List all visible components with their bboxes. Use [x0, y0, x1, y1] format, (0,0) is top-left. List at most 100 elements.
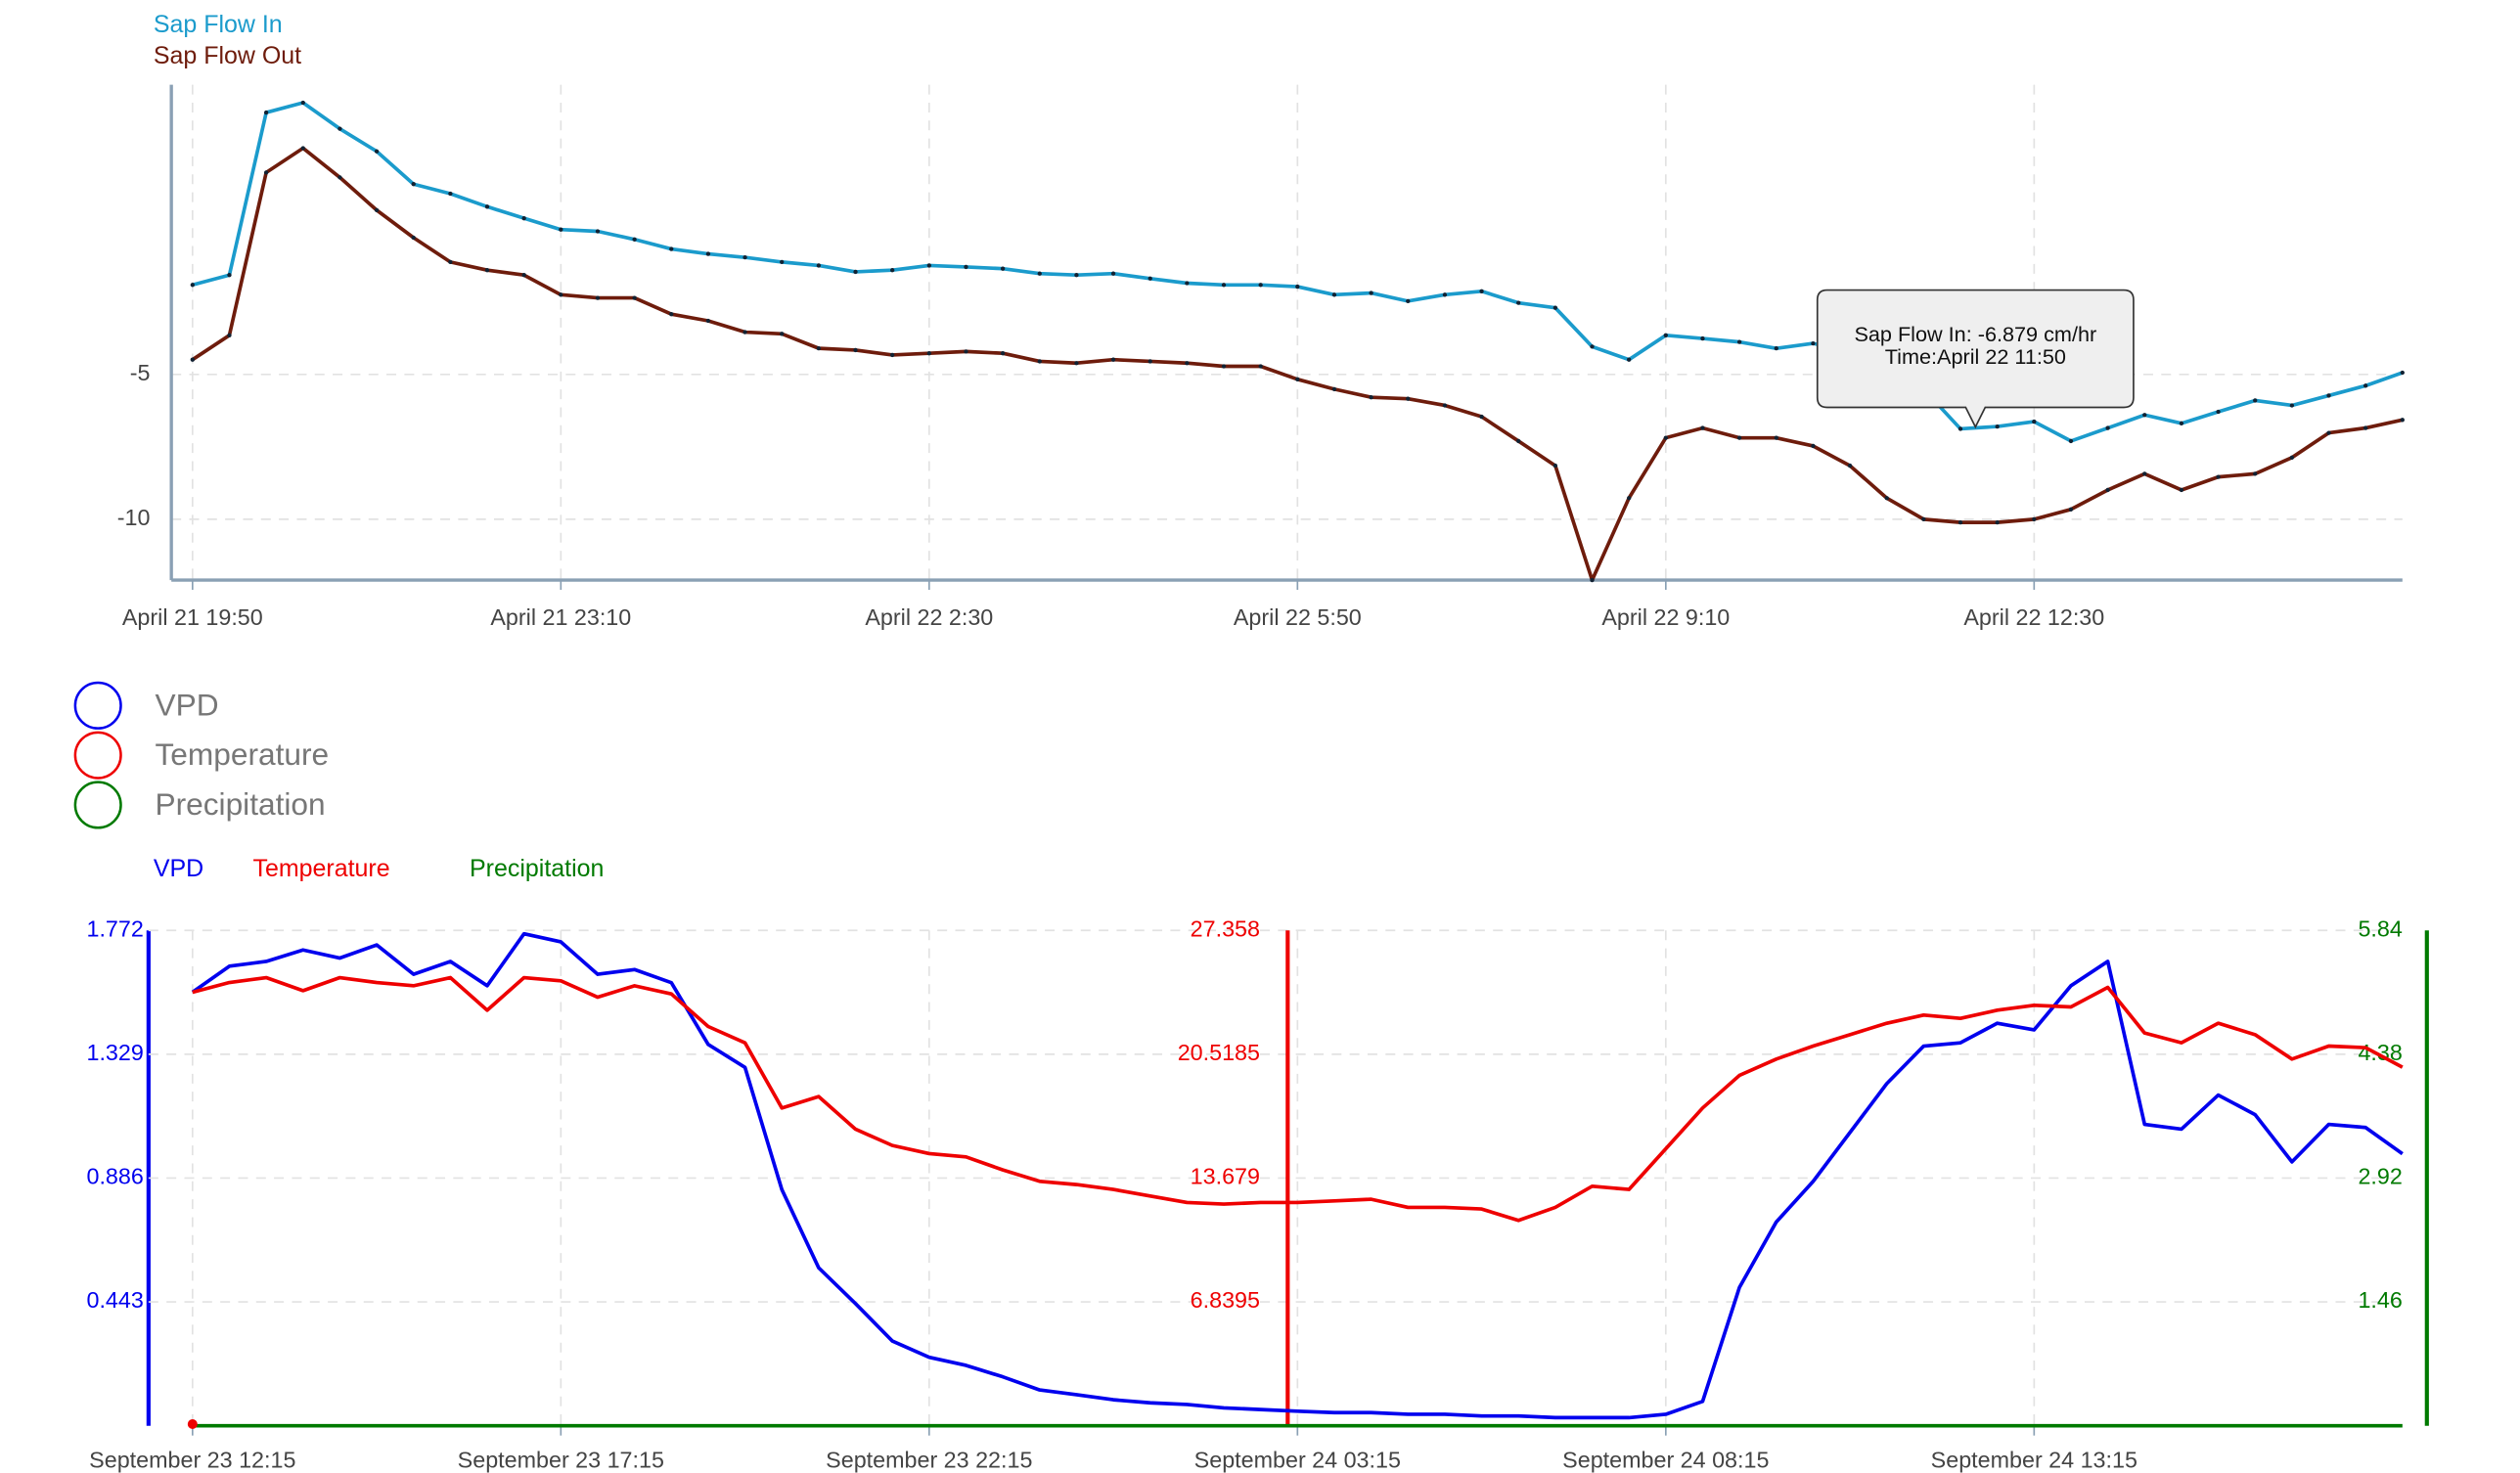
x-tick-label: April 22 5:50	[1234, 604, 1362, 630]
data-point	[559, 227, 563, 232]
data-point	[1110, 357, 1116, 362]
data-point	[890, 268, 895, 273]
data-point	[1884, 496, 1889, 501]
data-point	[1000, 266, 1006, 271]
data-point	[263, 170, 269, 175]
data-point	[1774, 345, 1778, 351]
y-tick-label: 1.772	[86, 915, 143, 941]
data-point	[1552, 305, 1558, 310]
data-point	[300, 146, 305, 151]
data-point	[2032, 419, 2037, 424]
legend-item[interactable]: Precipitation	[73, 781, 326, 829]
y-tick-label: 13.679	[1191, 1164, 1260, 1189]
data-point	[227, 273, 232, 278]
data-point	[1811, 340, 1816, 346]
data-point	[1479, 414, 1484, 420]
data-point	[338, 175, 342, 180]
data-point	[1516, 300, 1521, 305]
y-tick-label: -5	[130, 360, 151, 385]
data-point	[1037, 271, 1042, 276]
data-point	[1331, 386, 1337, 392]
legend-label: Temperature	[156, 736, 330, 772]
data-point	[632, 237, 637, 242]
data-point	[705, 251, 711, 256]
data-point	[1406, 298, 1411, 304]
y-tick-label: 5.84	[2358, 915, 2402, 941]
axis-title: Temperature	[252, 855, 389, 882]
data-point	[1736, 435, 1742, 440]
data-point	[1995, 424, 2000, 429]
y-tick-label: 20.5185	[1178, 1040, 1260, 1065]
x-tick-label: April 22 12:30	[1963, 604, 2104, 630]
data-point	[1590, 577, 1595, 583]
legend-label: VPD	[156, 687, 219, 722]
data-point	[853, 269, 858, 275]
data-point	[227, 333, 232, 337]
data-point	[2216, 474, 2221, 479]
data-point	[1406, 396, 1411, 401]
data-point	[964, 349, 968, 354]
data-point	[1958, 519, 1963, 525]
data-point	[1369, 290, 1373, 295]
data-point	[1552, 463, 1558, 469]
data-point	[2105, 425, 2110, 430]
data-point	[2216, 409, 2221, 415]
y-tick-label: 4.38	[2358, 1040, 2402, 1065]
data-point	[2253, 398, 2258, 403]
data-point	[448, 191, 453, 197]
data-point	[780, 259, 785, 265]
data-point	[1516, 438, 1521, 444]
series-title: Sap Flow In	[154, 11, 283, 38]
data-point	[2253, 471, 2258, 476]
data-point	[816, 263, 822, 268]
x-tick-label: September 24 13:15	[1931, 1447, 2138, 1472]
data-point	[2068, 438, 2074, 444]
legend-item[interactable]: Temperature	[73, 731, 330, 780]
data-point	[374, 207, 380, 213]
data-point	[190, 357, 195, 362]
x-tick-label: April 21 23:10	[490, 604, 631, 630]
legend-item[interactable]: VPD	[73, 681, 219, 730]
data-point	[411, 235, 416, 241]
data-point	[448, 259, 453, 265]
data-point	[559, 292, 563, 297]
data-point	[2326, 430, 2331, 435]
data-point	[1700, 335, 1705, 341]
data-point	[2400, 418, 2405, 423]
tooltip-text: Sap Flow In: -6.879 cm/hr	[1854, 322, 2096, 346]
series-line	[191, 931, 2404, 1420]
data-point	[742, 254, 747, 260]
data-point	[1700, 425, 1705, 430]
data-point	[2142, 413, 2147, 418]
data-point	[1295, 284, 1300, 290]
legend-label: Precipitation	[156, 786, 326, 822]
data-point	[669, 246, 674, 251]
x-tick-label: September 23 12:15	[89, 1447, 295, 1472]
y-tick-label: 2.92	[2358, 1164, 2402, 1189]
axis-title: Precipitation	[470, 855, 604, 882]
data-point	[1442, 292, 1448, 297]
data-point	[1736, 339, 1742, 344]
series-title: Sap Flow Out	[154, 42, 301, 69]
data-point	[1074, 273, 1079, 278]
origin-marker	[187, 1419, 198, 1430]
data-point	[1037, 359, 1042, 364]
data-point	[338, 126, 342, 131]
data-point	[484, 268, 490, 273]
data-point	[374, 149, 380, 154]
legend-marker	[73, 731, 122, 780]
data-point	[705, 318, 711, 324]
series-line	[192, 975, 2404, 1223]
data-point	[1811, 443, 1816, 449]
data-point	[1258, 364, 1263, 369]
x-tick-label: September 23 22:15	[826, 1447, 1032, 1472]
data-point	[1110, 271, 1116, 276]
data-point	[1148, 359, 1152, 364]
y-tick-label: 1.46	[2358, 1287, 2402, 1313]
x-tick-label: April 22 2:30	[865, 604, 993, 630]
x-tick-label: April 21 19:50	[122, 604, 263, 630]
data-point	[1921, 516, 1926, 522]
